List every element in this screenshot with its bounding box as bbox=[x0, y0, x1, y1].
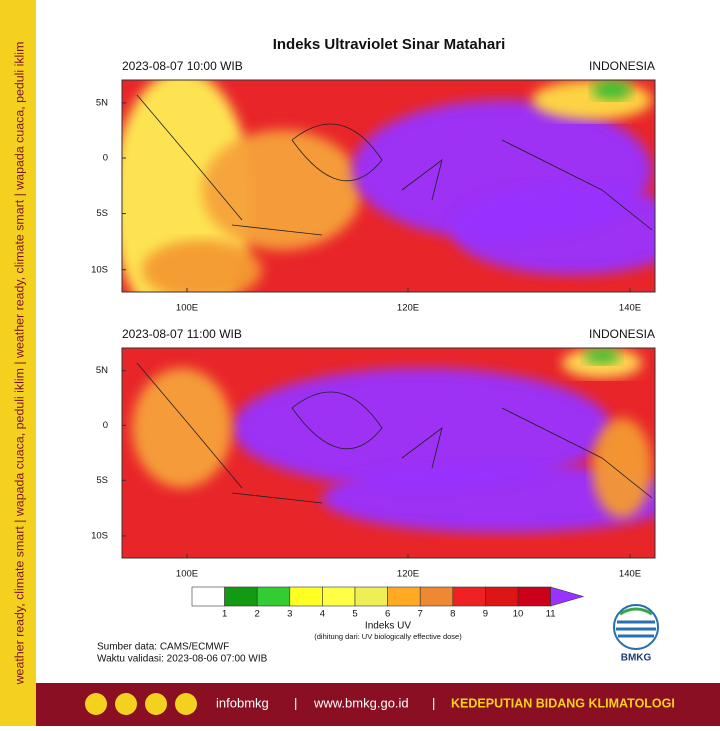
legend-swatch bbox=[322, 586, 356, 607]
map-field bbox=[122, 80, 655, 292]
lon-label: 100E bbox=[176, 303, 198, 314]
lat-label: 0 bbox=[103, 420, 108, 431]
validity: Waktu validasi: 2023-08-06 07:00 WIB bbox=[97, 654, 268, 665]
uv-region bbox=[232, 368, 612, 488]
uv-region bbox=[122, 80, 252, 292]
legend-swatch bbox=[354, 586, 388, 607]
map-frame bbox=[121, 79, 656, 293]
separator: | bbox=[294, 695, 297, 710]
legend-label: Indeks UV bbox=[365, 621, 411, 632]
coastline bbox=[136, 94, 653, 236]
legend-swatch bbox=[387, 586, 421, 607]
map-frame bbox=[121, 347, 656, 559]
legend-tick-label: 9 bbox=[483, 609, 488, 620]
lon-label: 140E bbox=[619, 569, 641, 580]
map-field bbox=[122, 348, 655, 558]
lat-label: 0 bbox=[103, 153, 108, 164]
legend-tick-label: 6 bbox=[385, 609, 390, 620]
coastline bbox=[136, 362, 653, 504]
uv-region bbox=[142, 240, 262, 292]
legend-swatch bbox=[485, 586, 519, 607]
legend-tick-label: 8 bbox=[450, 609, 455, 620]
uv-region bbox=[452, 185, 655, 275]
footer-handle: infobmkg bbox=[216, 695, 269, 710]
title: Indeks Ultraviolet Sinar Matahari bbox=[273, 36, 506, 53]
sidebar-text: weather ready, climate smart | wapada cu… bbox=[12, 42, 26, 686]
legend-swatch bbox=[224, 586, 258, 607]
social-icons bbox=[85, 693, 197, 715]
legend-tick-label: 10 bbox=[513, 609, 524, 620]
legend-arrow bbox=[550, 586, 585, 607]
panel-time: 2023-08-07 10:00 WIB bbox=[122, 59, 243, 73]
lat-label: 5N bbox=[96, 97, 108, 108]
source: Sumber data: CAMS/ECMWF bbox=[97, 642, 229, 653]
legend: 1 2 3 4 5 6 7 8 9 10 11 bbox=[191, 586, 585, 620]
uv-region bbox=[584, 348, 620, 364]
legend-note: (dihitung dari: UV biologically effectiv… bbox=[314, 632, 462, 641]
uv-region bbox=[132, 368, 232, 488]
uv-region bbox=[592, 418, 652, 518]
legend-tick-label: 11 bbox=[546, 609, 556, 620]
legend-tick-label: 1 bbox=[222, 609, 227, 620]
uv-region bbox=[592, 80, 632, 100]
legend-tick-label: 3 bbox=[287, 609, 292, 620]
lon-label: 120E bbox=[397, 303, 419, 314]
lat-label: 5S bbox=[96, 208, 108, 219]
legend-tick-label: 5 bbox=[352, 609, 357, 620]
lat-label: 10S bbox=[91, 264, 108, 275]
legend-swatch bbox=[191, 586, 225, 607]
legend-tick-label: 7 bbox=[418, 609, 423, 620]
legend-tick-label: 4 bbox=[320, 609, 325, 620]
legend-swatch bbox=[452, 586, 486, 607]
lat-label: 10S bbox=[91, 530, 108, 541]
uv-region bbox=[532, 80, 652, 120]
legend-swatch bbox=[256, 586, 291, 607]
lat-label: 5N bbox=[96, 365, 108, 376]
legend-swatch bbox=[419, 586, 454, 607]
maps: 2023-08-07 10:00 WIB INDONESIA 5N 0 5S 10S 100… bbox=[91, 59, 656, 580]
lon-label: 120E bbox=[397, 569, 419, 580]
legend-swatch bbox=[517, 586, 551, 607]
footer-site: www.bmkg.go.id bbox=[313, 695, 409, 710]
logo-text: BMKG bbox=[621, 653, 652, 664]
footer-dept: KEDEPUTIAN BIDANG KLIMATOLOGI bbox=[451, 696, 675, 710]
separator: | bbox=[432, 695, 435, 710]
panel-time: 2023-08-07 11:00 WIB bbox=[122, 327, 242, 341]
sidebar bbox=[0, 0, 36, 726]
uv-region bbox=[202, 130, 362, 250]
legend-swatch bbox=[289, 586, 323, 607]
panel-region: INDONESIA bbox=[589, 59, 655, 73]
lon-label: 140E bbox=[619, 303, 641, 314]
panel-region: INDONESIA bbox=[589, 327, 655, 341]
legend-tick-label: 2 bbox=[255, 609, 260, 620]
uv-region bbox=[322, 463, 655, 533]
lat-label: 5S bbox=[96, 475, 108, 486]
logo-icon bbox=[613, 604, 659, 650]
lon-label: 100E bbox=[176, 569, 198, 580]
